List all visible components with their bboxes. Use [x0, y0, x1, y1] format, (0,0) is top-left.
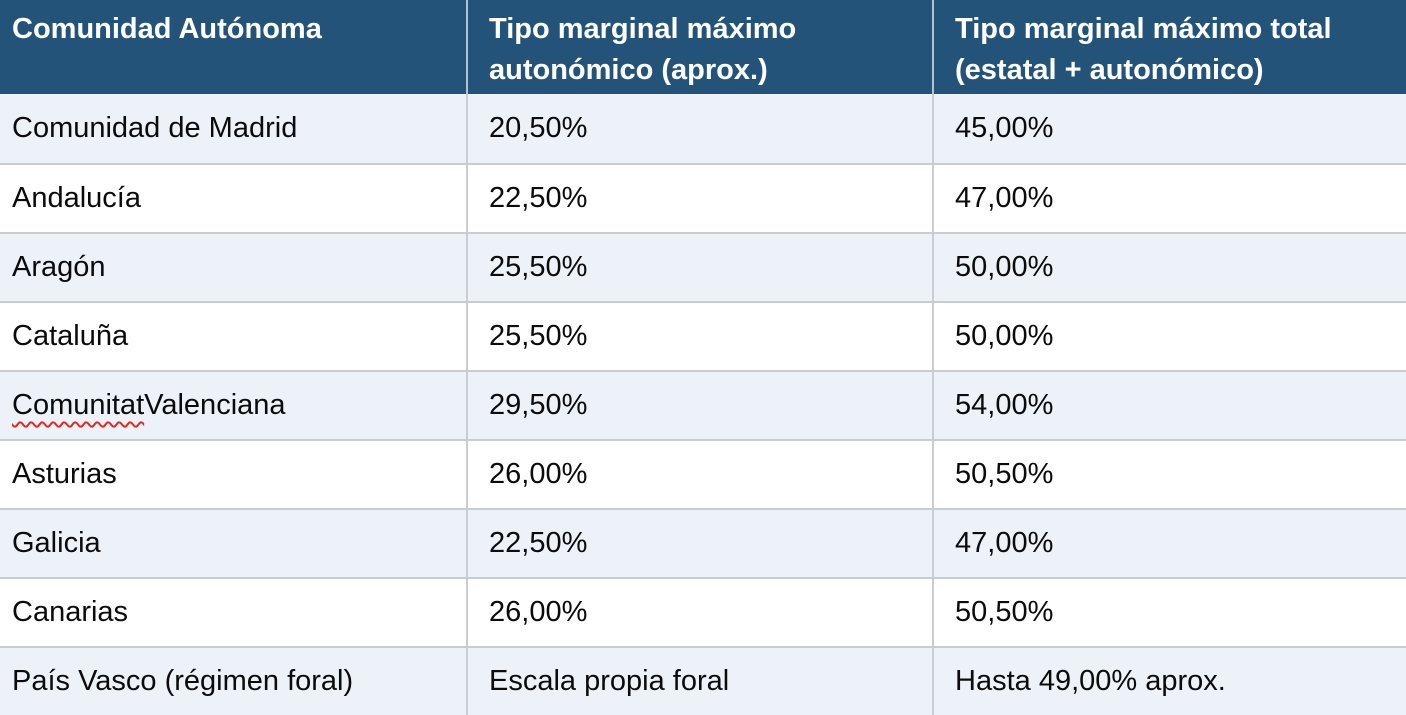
cell-comunidad[interactable]: País Vasco (régimen foral) — [12, 665, 354, 697]
table-row-asturias: Asturias 26,00% 50,50% — [0, 439, 1406, 508]
cell-text: Valenciana — [144, 389, 286, 421]
table-row-valenciana: Comunitat Valenciana 29,50% 54,00% — [0, 370, 1406, 439]
cell-total[interactable]: 50,00% — [932, 234, 1406, 301]
cell-autonomico[interactable]: 26,00% — [466, 579, 932, 646]
table-row-pais-vasco: País Vasco (régimen foral) Escala propia… — [0, 646, 1406, 715]
table-row-galicia: Galicia 22,50% 47,00% — [0, 508, 1406, 577]
cell-comunidad[interactable]: Andalucía — [12, 182, 141, 214]
table-row-aragon: Aragón 25,50% 50,00% — [0, 232, 1406, 301]
cell-total[interactable]: Hasta 49,00% aprox. — [932, 648, 1406, 715]
table-row-cataluna: Cataluña 25,50% 50,00% — [0, 301, 1406, 370]
cell-comunidad[interactable]: Comunidad de Madrid — [12, 112, 298, 144]
cell-comunidad[interactable]: Comunitat Valenciana — [0, 372, 466, 439]
header-cell-autonomico[interactable]: Tipo marginal máximo autonómico (aprox.) — [466, 0, 932, 94]
header-cell-comunidad[interactable]: Comunidad Autónoma — [12, 13, 322, 45]
cell-autonomico[interactable]: 25,50% — [466, 303, 932, 370]
cell-total[interactable]: 50,00% — [932, 303, 1406, 370]
header-cell-total[interactable]: Tipo marginal máximo total (estatal + au… — [932, 0, 1406, 94]
cell-total[interactable]: 45,00% — [932, 94, 1406, 163]
cell-total[interactable]: 47,00% — [932, 165, 1406, 232]
cell-total[interactable]: 47,00% — [932, 510, 1406, 577]
cell-total[interactable]: 50,50% — [932, 441, 1406, 508]
table-header-row: Comunidad Autónoma Tipo marginal máximo … — [0, 0, 1406, 94]
table-row-canarias: Canarias 26,00% 50,50% — [0, 577, 1406, 646]
cell-comunidad[interactable]: Galicia — [12, 527, 101, 559]
cell-comunidad[interactable]: Cataluña — [12, 320, 129, 352]
cell-comunidad[interactable]: Canarias — [12, 596, 129, 628]
cell-autonomico[interactable]: 29,50% — [466, 372, 932, 439]
cell-total[interactable]: 54,00% — [932, 372, 1406, 439]
cell-autonomico[interactable]: 20,50% — [466, 94, 932, 163]
misspelled-word[interactable]: Comunitat — [12, 389, 145, 421]
cell-autonomico[interactable]: 22,50% — [466, 510, 932, 577]
cell-autonomico[interactable]: Escala propia foral — [466, 648, 932, 715]
cell-autonomico[interactable]: 25,50% — [466, 234, 932, 301]
cell-autonomico[interactable]: 26,00% — [466, 441, 932, 508]
cell-autonomico[interactable]: 22,50% — [466, 165, 932, 232]
table-row-andalucia: Andalucía 22,50% 47,00% — [0, 163, 1406, 232]
cell-total[interactable]: 50,50% — [932, 579, 1406, 646]
cell-comunidad[interactable]: Aragón — [12, 251, 106, 283]
cell-comunidad[interactable]: Asturias — [12, 458, 117, 490]
table-row-madrid: Comunidad de Madrid 20,50% 45,00% — [0, 94, 1406, 163]
